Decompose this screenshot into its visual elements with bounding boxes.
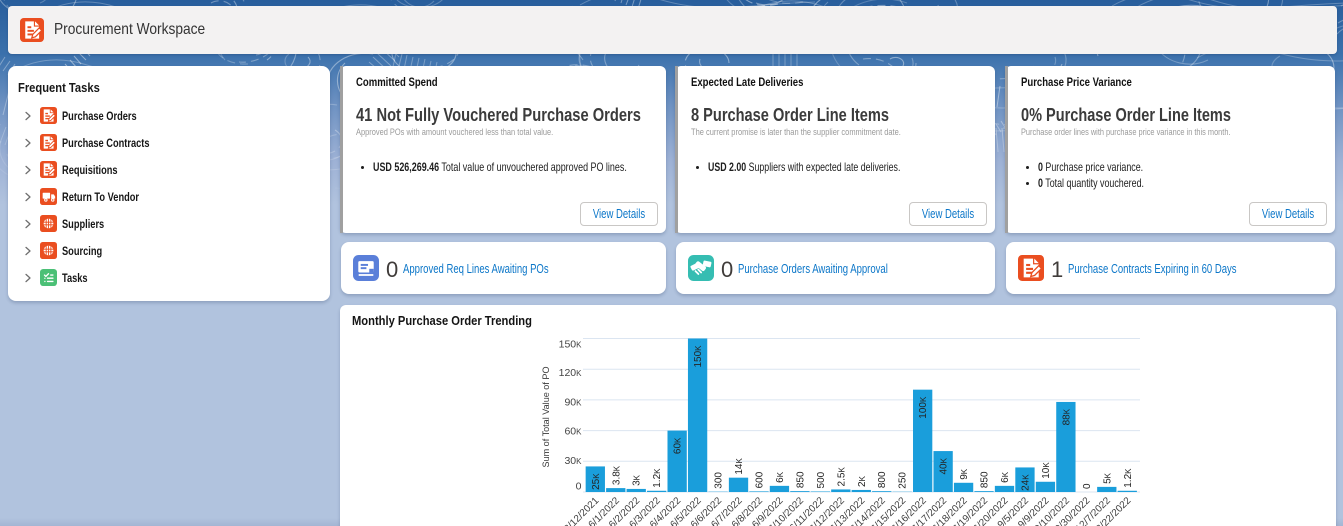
- svg-text:24K: 24K: [1020, 474, 1031, 491]
- svg-text:1.2K: 1.2K: [652, 468, 663, 488]
- svg-text:9K: 9K: [959, 468, 970, 480]
- svg-text:88K: 88K: [1061, 408, 1072, 425]
- svg-text:25K: 25K: [591, 473, 602, 490]
- svg-text:30K: 30K: [564, 455, 582, 467]
- svg-text:600: 600: [754, 471, 765, 488]
- svg-text:60K: 60K: [673, 437, 684, 454]
- svg-text:300: 300: [714, 472, 725, 489]
- svg-text:Sum of Total Value of PO: Sum of Total Value of PO: [541, 367, 552, 468]
- svg-text:5K: 5K: [1102, 472, 1113, 484]
- svg-text:2.5K: 2.5K: [836, 467, 847, 487]
- svg-text:40K: 40K: [939, 457, 950, 474]
- svg-text:120K: 120K: [559, 367, 583, 379]
- svg-text:500: 500: [816, 471, 827, 488]
- svg-text:3K: 3K: [632, 474, 643, 486]
- svg-text:14K: 14K: [734, 458, 745, 475]
- svg-text:150K: 150K: [559, 339, 583, 351]
- svg-text:0: 0: [576, 481, 582, 493]
- svg-text:6K: 6K: [1000, 471, 1011, 483]
- svg-text:850: 850: [980, 471, 991, 488]
- svg-text:2K: 2K: [857, 475, 868, 487]
- svg-text:0: 0: [1082, 483, 1093, 489]
- svg-text:10K: 10K: [1041, 462, 1052, 479]
- svg-text:150K: 150K: [693, 345, 704, 368]
- svg-text:850: 850: [795, 471, 806, 488]
- svg-text:100K: 100K: [918, 396, 929, 419]
- svg-text:60K: 60K: [564, 426, 582, 438]
- svg-text:800: 800: [877, 471, 888, 488]
- svg-text:90K: 90K: [564, 396, 582, 408]
- svg-text:250: 250: [898, 472, 909, 489]
- svg-text:3.8K: 3.8K: [611, 465, 622, 485]
- svg-text:1.2K: 1.2K: [1123, 468, 1134, 488]
- svg-text:6K: 6K: [775, 471, 786, 483]
